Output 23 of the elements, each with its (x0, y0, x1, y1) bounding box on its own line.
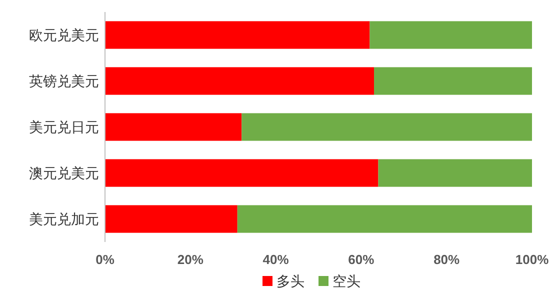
bar (370, 21, 532, 49)
bar (237, 205, 532, 233)
bar (374, 67, 532, 95)
bar (105, 113, 242, 141)
x-tick-label: 40% (262, 252, 290, 267)
y-tick-label: 英镑兑美元 (29, 73, 99, 89)
bar (105, 159, 378, 187)
x-tick-label: 60% (348, 252, 375, 267)
bar (105, 67, 374, 95)
x-tick-label: 100% (515, 252, 550, 267)
y-tick-label: 美元兑加元 (29, 211, 99, 227)
y-tick-label: 欧元兑美元 (29, 27, 99, 43)
y-tick-label: 美元兑日元 (29, 119, 99, 135)
bar (242, 113, 532, 141)
bar (378, 159, 532, 187)
legend-label: 多头 (276, 273, 304, 289)
x-tick-label: 80% (434, 252, 460, 267)
x-tick-label: 20% (177, 252, 204, 267)
legend-label: 空头 (332, 273, 360, 289)
bar (105, 205, 238, 233)
y-tick-label: 澳元兑美元 (29, 165, 99, 181)
bar (105, 21, 370, 49)
x-tick-label: 0% (96, 252, 115, 267)
